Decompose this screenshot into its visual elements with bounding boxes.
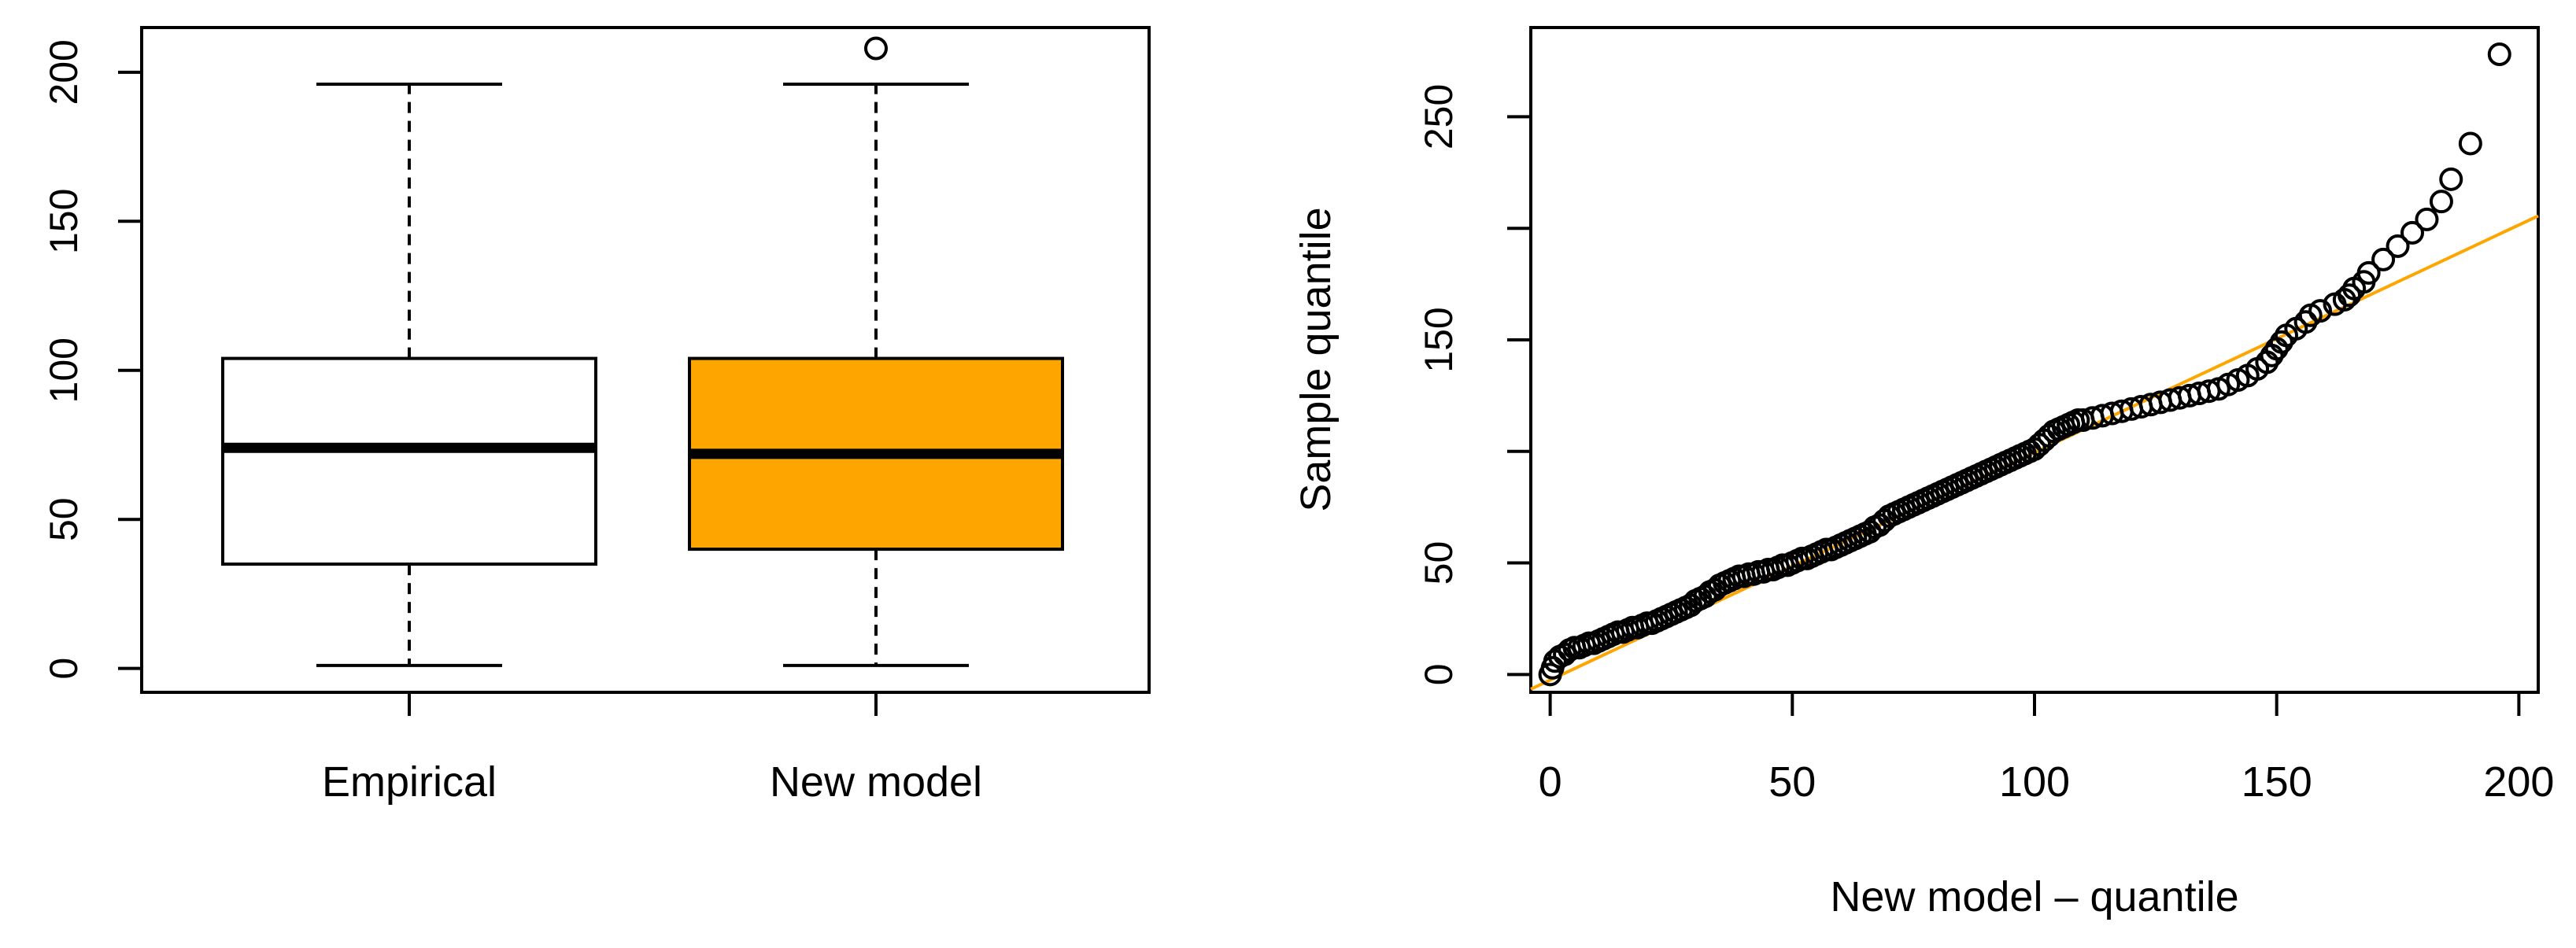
qq-point	[2439, 167, 2463, 191]
qq-x-tick-label: 0	[1539, 758, 1562, 806]
boxplot-panel: 0 50 100 150 200 Empirical New model	[42, 26, 1151, 806]
qq-x-tick-label: 100	[1999, 758, 2070, 806]
qq-point	[2429, 190, 2453, 214]
outlier-point	[864, 36, 888, 61]
qq-point	[2487, 42, 2511, 67]
boxplot-x-axis: Empirical New model	[322, 692, 982, 806]
qq-x-tick-label: 150	[2242, 758, 2312, 806]
boxplot-frame	[140, 26, 1151, 694]
qq-y-tick-label: 50	[1417, 541, 1461, 585]
boxplot-y-tick-label: 50	[42, 497, 86, 541]
qq-y-tick-label: 150	[1417, 307, 1461, 372]
qq-y-tick-label: 0	[1417, 663, 1461, 685]
boxplot-y-tick-label: 200	[42, 39, 86, 105]
qq-point	[2386, 234, 2410, 258]
boxplot-x-tick-label: New model	[770, 758, 982, 806]
boxplot-y-axis: 0 50 100 150 200	[42, 39, 142, 680]
qq-y-axis: 0 50 150 250	[1417, 84, 1531, 685]
qq-point	[2293, 310, 2318, 334]
qq-plot-panel: 0 50 150 250 0 50 100 150 200 New model – quant…	[1292, 26, 2554, 920]
qq-x-tick-label: 50	[1768, 758, 1816, 806]
boxplot-marks	[221, 36, 1064, 667]
qq-point	[2400, 220, 2424, 245]
qq-point	[2308, 299, 2333, 323]
qq-y-tick-label: 250	[1417, 84, 1461, 149]
boxplot-y-tick-label: 150	[42, 189, 86, 254]
qq-y-axis-label: Sample quantile	[1292, 207, 1340, 511]
qq-point	[2415, 207, 2439, 231]
boxplot-x-tick-label: Empirical	[322, 758, 497, 806]
qq-x-tick-label: 200	[2483, 758, 2554, 806]
box-new-model	[688, 36, 1064, 667]
boxplot-y-tick-label: 100	[42, 338, 86, 403]
boxplot-y-tick-label: 0	[42, 658, 86, 680]
qq-point	[2269, 330, 2293, 354]
box-empirical	[221, 82, 597, 667]
qq-point	[2458, 131, 2482, 156]
qq-x-axis: 0 50 100 150 200	[1539, 692, 2554, 806]
interquartile-box	[221, 356, 597, 566]
qq-point	[2371, 247, 2396, 271]
qq-point	[2356, 260, 2381, 285]
qq-points	[1530, 42, 2539, 691]
qq-x-axis-label: New model – quantile	[1830, 873, 2238, 920]
qq-point	[2338, 283, 2361, 308]
qq-plot-frame	[1529, 26, 2540, 694]
